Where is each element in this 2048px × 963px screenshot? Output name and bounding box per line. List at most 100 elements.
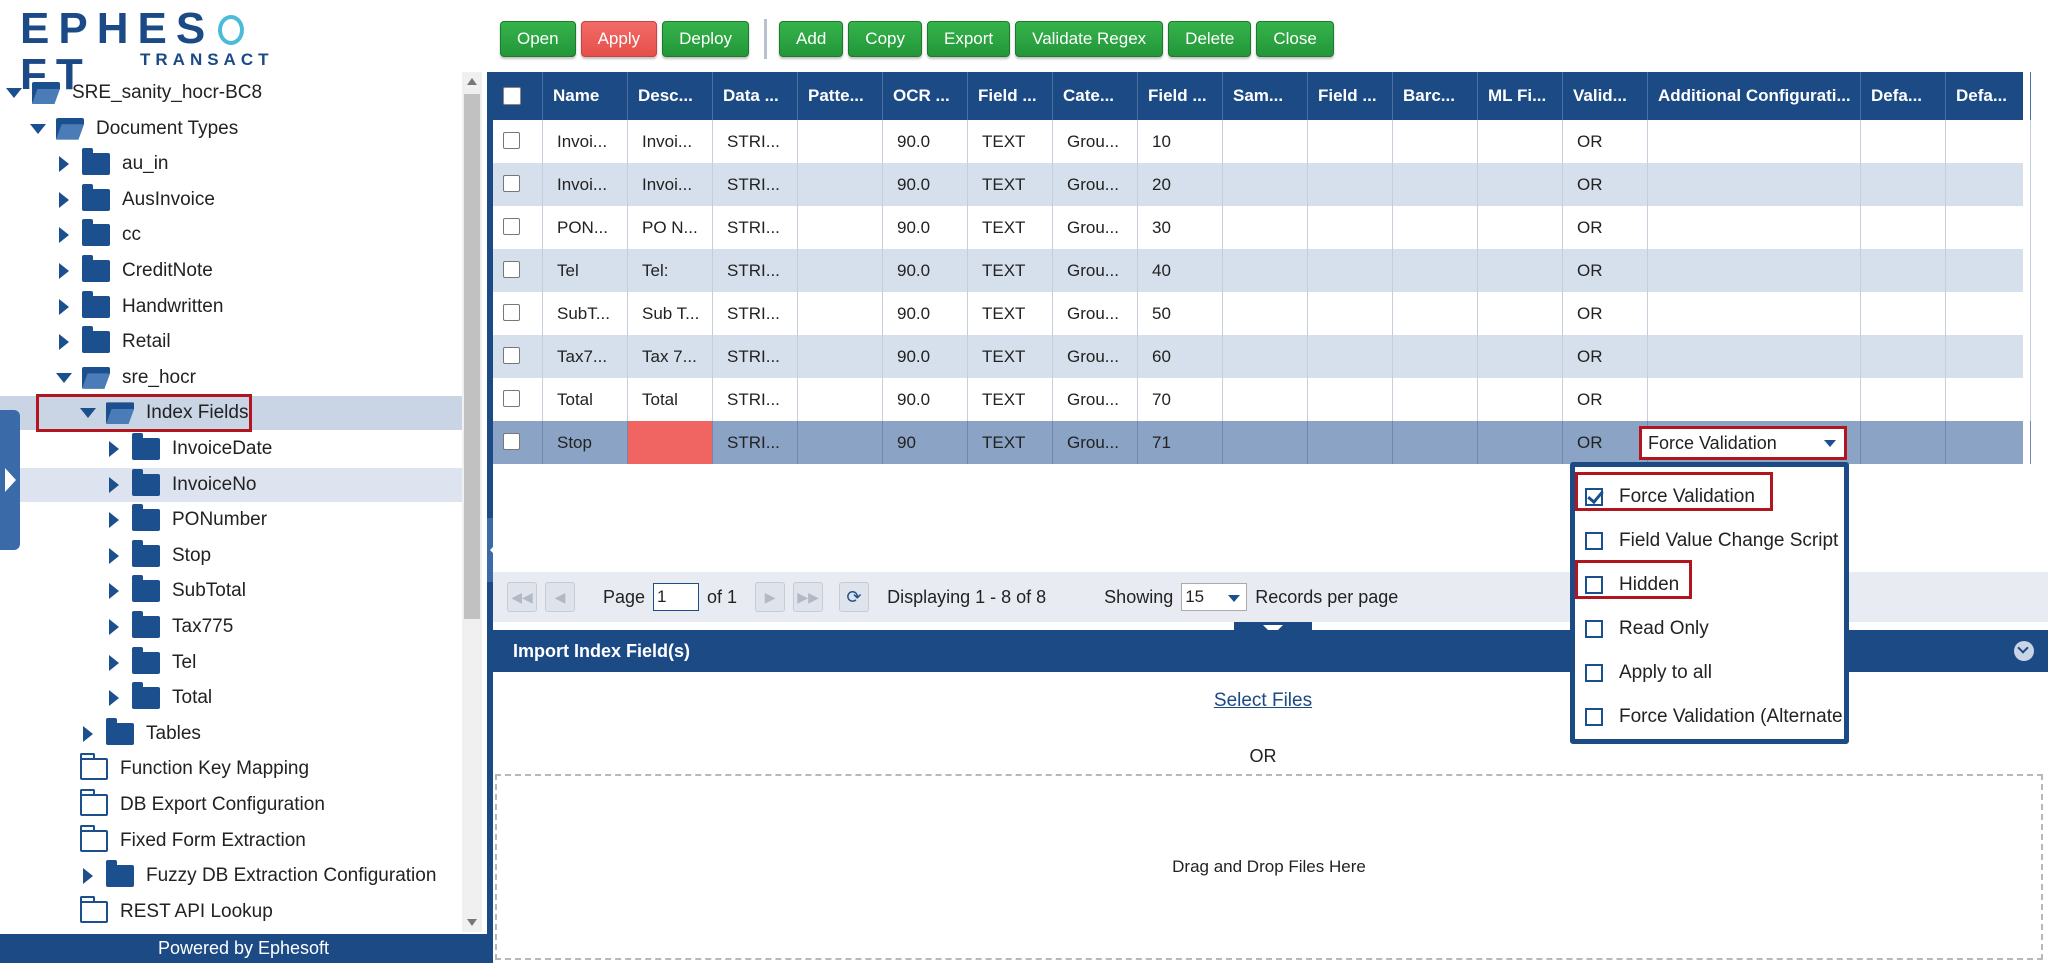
tree-node-cc[interactable]: cc (0, 218, 462, 252)
table-cell[interactable] (1393, 163, 1478, 206)
expand-arrow-icon[interactable] (80, 868, 94, 885)
table-cell[interactable] (1393, 249, 1478, 292)
tree-node-invoicedate[interactable]: InvoiceDate (0, 432, 462, 466)
table-cell[interactable]: TEXT (968, 421, 1053, 464)
table-cell[interactable] (1308, 378, 1393, 421)
tree-node-tel[interactable]: Tel (0, 646, 462, 680)
table-cell[interactable] (1648, 292, 1861, 335)
table-cell[interactable]: Invoi... (628, 120, 713, 163)
expand-arrow-icon[interactable] (106, 476, 120, 493)
table-cell[interactable] (798, 335, 883, 378)
table-cell[interactable] (1648, 421, 1861, 464)
table-cell[interactable] (1223, 249, 1308, 292)
expand-panel-tab[interactable] (0, 410, 20, 550)
expand-arrow-icon[interactable] (106, 547, 120, 564)
table-cell[interactable] (1393, 206, 1478, 249)
column-header-sam[interactable]: Sam... (1223, 72, 1308, 120)
table-cell[interactable] (1393, 335, 1478, 378)
table-cell[interactable] (1478, 378, 1563, 421)
column-header-defa[interactable]: Defa... (1946, 72, 2031, 120)
table-cell[interactable]: OR (1563, 206, 1648, 249)
table-row[interactable]: Invoi... Invoi... STRI... 90.0 TEXT Grou... 20… (493, 163, 2031, 206)
table-cell[interactable]: Grou... (1053, 421, 1138, 464)
expand-arrow-icon[interactable] (56, 263, 70, 279)
table-cell[interactable] (1861, 292, 1946, 335)
column-header-desc[interactable]: Desc... (628, 72, 713, 120)
table-cell[interactable]: STRI... (713, 335, 798, 378)
menu-checkbox[interactable] (1585, 488, 1603, 506)
table-cell[interactable]: STRI... (713, 249, 798, 292)
table-cell[interactable] (798, 292, 883, 335)
table-cell[interactable]: 70 (1138, 378, 1223, 421)
table-row[interactable]: Stop STRI... 90 TEXT Grou... 71 OR Force Valida… (493, 421, 2031, 464)
table-cell[interactable] (628, 421, 713, 464)
table-row[interactable]: PON... PO N... STRI... 90.0 TEXT Grou... 30 OR (493, 206, 2031, 249)
table-cell[interactable] (1308, 249, 1393, 292)
table-cell[interactable]: Stop (543, 421, 628, 464)
table-cell[interactable] (1946, 163, 2031, 206)
table-cell[interactable]: 10 (1138, 120, 1223, 163)
table-cell[interactable]: Tel (543, 249, 628, 292)
table-cell[interactable]: STRI... (713, 206, 798, 249)
table-cell[interactable] (798, 120, 883, 163)
table-cell[interactable] (1393, 292, 1478, 335)
expand-arrow-icon[interactable] (106, 619, 120, 635)
table-cell[interactable]: 71 (1138, 421, 1223, 464)
table-cell[interactable]: Grou... (1053, 206, 1138, 249)
tree-node-ponumber[interactable]: PONumber (0, 503, 462, 537)
table-cell[interactable] (1478, 335, 1563, 378)
table-cell[interactable] (798, 249, 883, 292)
table-cell[interactable]: STRI... (713, 163, 798, 206)
collapse-arrow-icon[interactable] (6, 85, 22, 101)
table-cell[interactable] (1478, 206, 1563, 249)
table-cell[interactable]: 90.0 (883, 335, 968, 378)
menu-item-force-validation[interactable]: Force Validation (1575, 475, 1845, 519)
menu-checkbox[interactable] (1585, 576, 1603, 594)
row-checkbox[interactable] (503, 132, 520, 149)
table-cell[interactable]: Total (628, 378, 713, 421)
table-cell[interactable]: Sub T... (628, 292, 713, 335)
table-cell[interactable] (1223, 292, 1308, 335)
menu-item-field-value-change-script[interactable]: Field Value Change Script (1575, 519, 1845, 563)
table-cell[interactable] (1393, 378, 1478, 421)
table-cell[interactable] (1223, 378, 1308, 421)
tree-node-fuzzy-db-extraction-configuration[interactable]: Fuzzy DB Extraction Configuration (0, 859, 462, 893)
table-cell[interactable] (1946, 206, 2031, 249)
table-cell[interactable] (1648, 335, 1861, 378)
drop-zone[interactable]: Drag and Drop Files Here (495, 774, 2043, 960)
table-row[interactable]: Invoi... Invoi... STRI... 90.0 TEXT Grou... 10… (493, 120, 2031, 163)
table-cell[interactable]: Grou... (1053, 249, 1138, 292)
table-row[interactable]: Tax7... Tax 7... STRI... 90.0 TEXT Grou... 60 O… (493, 335, 2031, 378)
table-cell[interactable]: Tel: (628, 249, 713, 292)
table-cell[interactable] (1946, 335, 2031, 378)
table-cell[interactable] (1223, 163, 1308, 206)
table-cell[interactable] (1946, 421, 2031, 464)
tree-node-tax775[interactable]: Tax775 (0, 610, 462, 644)
row-checkbox[interactable] (503, 347, 520, 364)
menu-item-force-validation-alternate[interactable]: Force Validation (Alternate (1575, 695, 1845, 739)
table-cell[interactable]: 90.0 (883, 163, 968, 206)
scroll-down-icon[interactable] (467, 919, 477, 926)
menu-checkbox[interactable] (1585, 664, 1603, 682)
column-header-field[interactable]: Field ... (968, 72, 1053, 120)
column-header-cate[interactable]: Cate... (1053, 72, 1138, 120)
column-header-field[interactable]: Field ... (1308, 72, 1393, 120)
table-cell[interactable] (1308, 120, 1393, 163)
tree-node-creditnote[interactable]: CreditNote (0, 254, 462, 288)
table-cell[interactable] (798, 421, 883, 464)
table-cell[interactable]: 90.0 (883, 292, 968, 335)
tree-node-document-types[interactable]: Document Types (0, 112, 462, 146)
column-header-data[interactable]: Data ... (713, 72, 798, 120)
expand-arrow-icon[interactable] (80, 725, 94, 742)
scroll-up-icon[interactable] (467, 78, 477, 85)
table-cell[interactable]: 40 (1138, 249, 1223, 292)
row-checkbox[interactable] (503, 390, 520, 407)
tree-node-sre-sanity-hocr-bc8[interactable]: SRE_sanity_hocr-BC8 (0, 76, 462, 110)
row-checkbox[interactable] (503, 433, 520, 450)
table-cell[interactable] (1223, 335, 1308, 378)
tree-node-invoiceno[interactable]: InvoiceNo (0, 467, 462, 502)
table-cell[interactable]: TEXT (968, 120, 1053, 163)
deploy-button[interactable]: Deploy (662, 21, 750, 57)
menu-item-read-only[interactable]: Read Only (1575, 607, 1845, 651)
table-cell[interactable]: 90 (883, 421, 968, 464)
